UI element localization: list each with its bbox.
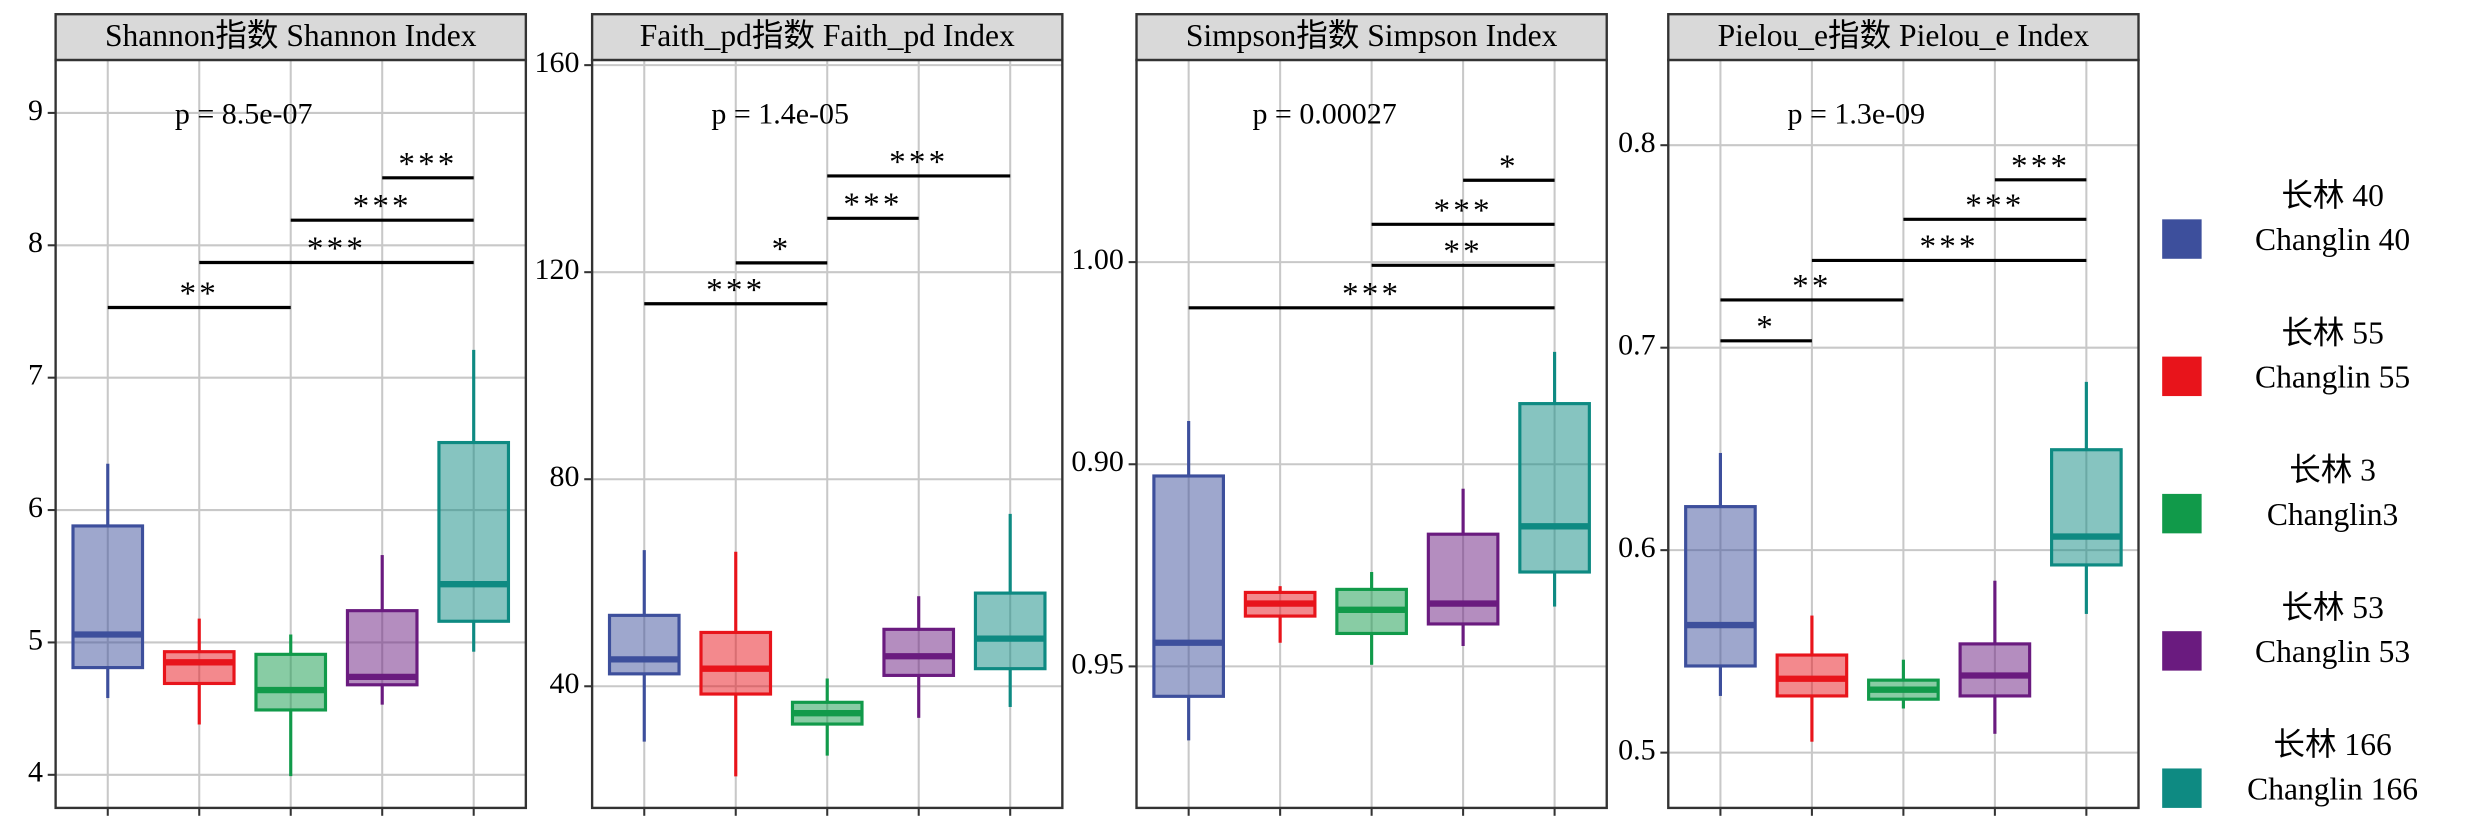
legend-swatch bbox=[2162, 219, 2202, 259]
y-tick-label: 0.95 bbox=[1071, 647, 1123, 680]
significance-label: *** bbox=[398, 145, 457, 182]
significance-label: * bbox=[772, 230, 792, 267]
legend-label-en: Changlin3 bbox=[2267, 497, 2398, 532]
significance-label: *** bbox=[1920, 228, 1979, 265]
legend-label-en: Changlin 40 bbox=[2255, 222, 2410, 257]
legend-swatch bbox=[2162, 768, 2202, 808]
legend-label-en: Changlin 55 bbox=[2255, 360, 2410, 395]
significance-label: *** bbox=[2011, 147, 2070, 184]
y-tick-label: 0.7 bbox=[1618, 329, 1655, 362]
p-value: p = 1.4e-05 bbox=[711, 98, 849, 131]
y-tick-label: 0.90 bbox=[1071, 445, 1123, 478]
panel-title: Shannon指数 Shannon Index bbox=[105, 18, 477, 53]
significance-label: *** bbox=[1342, 275, 1401, 312]
legend-label-en: Changlin 166 bbox=[2247, 771, 2418, 806]
legend-swatch bbox=[2162, 493, 2202, 534]
panel-header bbox=[1667, 13, 2140, 62]
box bbox=[345, 609, 419, 687]
box bbox=[607, 613, 681, 676]
y-tick-label: 6 bbox=[28, 491, 43, 524]
legend-label-cn: 长林 40 bbox=[2281, 178, 2384, 213]
significance-label: *** bbox=[307, 230, 366, 267]
box bbox=[437, 440, 511, 623]
box bbox=[2050, 448, 2123, 567]
y-tick-label: 4 bbox=[28, 756, 43, 789]
significance-label: *** bbox=[1965, 187, 2024, 224]
y-tick-label: 80 bbox=[550, 460, 580, 493]
box bbox=[1958, 642, 2032, 698]
panel-header bbox=[1135, 13, 1608, 62]
p-value: p = 1.3e-09 bbox=[1788, 98, 1926, 131]
box bbox=[254, 652, 328, 712]
box bbox=[1518, 402, 1591, 574]
y-tick-label: 5 bbox=[28, 623, 43, 656]
y-tick-label: 9 bbox=[28, 94, 43, 127]
box bbox=[1775, 653, 1849, 698]
box bbox=[71, 524, 145, 670]
y-tick-label: 160 bbox=[535, 46, 580, 79]
significance-label: *** bbox=[353, 188, 412, 225]
box bbox=[1426, 532, 1500, 626]
significance-label: *** bbox=[706, 271, 765, 308]
legend-label-en: Changlin 53 bbox=[2255, 634, 2410, 669]
significance-label: *** bbox=[1434, 192, 1493, 229]
panel-title: Faith_pd指数 Faith_pd Index bbox=[640, 18, 1015, 53]
box bbox=[973, 591, 1047, 671]
y-tick-label: 120 bbox=[535, 253, 580, 286]
box bbox=[162, 650, 236, 686]
significance-label: ** bbox=[1792, 267, 1831, 304]
box bbox=[1684, 505, 1757, 668]
legend-swatch bbox=[2162, 356, 2202, 397]
p-value: p = 8.5e-07 bbox=[175, 98, 313, 131]
y-tick-label: 0.6 bbox=[1618, 531, 1655, 564]
box bbox=[699, 630, 773, 696]
legend-swatch bbox=[2162, 631, 2202, 671]
y-tick-label: 1.00 bbox=[1071, 243, 1123, 276]
y-tick-label: 0.8 bbox=[1618, 126, 1655, 159]
panel-title: Pielou_e指数 Pielou_e Index bbox=[1718, 18, 2090, 53]
box bbox=[882, 627, 956, 677]
significance-label: *** bbox=[889, 143, 948, 180]
legend-label-cn: 长林 53 bbox=[2281, 590, 2384, 625]
significance-label: * bbox=[1499, 148, 1519, 185]
significance-label: * bbox=[1756, 308, 1776, 345]
y-tick-label: 40 bbox=[550, 667, 580, 700]
box bbox=[1152, 474, 1225, 698]
legend-label-cn: 长林 3 bbox=[2289, 453, 2376, 488]
legend-label-cn: 长林 166 bbox=[2273, 727, 2391, 762]
significance-label: ** bbox=[180, 275, 219, 312]
y-tick-label: 8 bbox=[28, 226, 43, 259]
panel-header bbox=[590, 13, 1064, 62]
legend-label-cn: 长林 55 bbox=[2281, 315, 2384, 350]
y-tick-label: 7 bbox=[28, 359, 43, 392]
p-value: p = 0.00027 bbox=[1252, 98, 1396, 131]
panel-header bbox=[54, 13, 528, 62]
significance-label: *** bbox=[843, 186, 902, 223]
y-tick-label: 0.5 bbox=[1618, 734, 1655, 767]
panel-title: Simpson指数 Simpson Index bbox=[1186, 18, 1558, 53]
significance-label: ** bbox=[1443, 233, 1482, 270]
